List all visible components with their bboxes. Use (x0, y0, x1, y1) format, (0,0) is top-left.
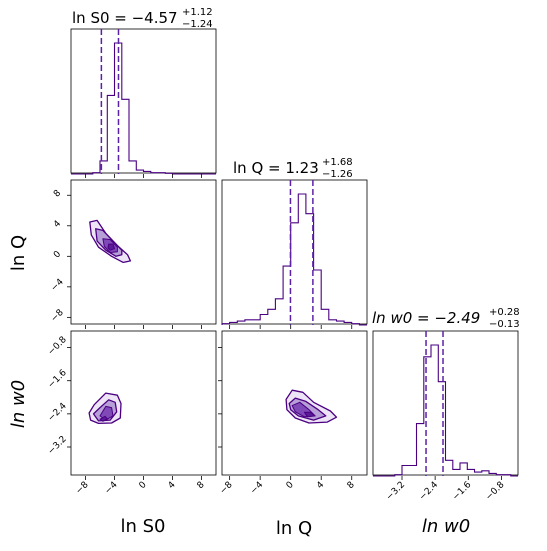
y-tick-label-lnw0-3: −0.8 (46, 335, 69, 358)
xlabel-lnS0: ln S0 (120, 516, 165, 537)
title-lnQ: ln Q = 1.23 (233, 159, 319, 177)
x-tick-label-lnS0-0: −8 (74, 480, 91, 497)
x-tick-label-lnS0-4: 8 (195, 480, 206, 491)
y-tick-label-lnQ-1: −4 (49, 277, 66, 294)
x-tick-label-lnw0-3: −0.8 (484, 480, 507, 503)
x-tick-label-lnS0-3: 4 (166, 480, 177, 491)
chart-marks: −8 −4 0 4 8 −8 −4 0 4 8 −3.2 −2.4 −1.6 −0.8 −8 −4 0 4 8 −3.… (46, 29, 518, 503)
title-lnQ-upper-error: +1.68 (322, 157, 353, 168)
histogram-lnw0 (373, 344, 518, 477)
title-lnw0-lower-error: −0.13 (489, 319, 520, 330)
histogram-lnS0 (71, 42, 216, 175)
y-tick-label-lnQ-2: 0 (52, 249, 63, 260)
x-tick-label-lnQ-4: 8 (346, 480, 357, 491)
x-tick-label-lnw0-1: −2.4 (418, 480, 441, 503)
y-tick-label-lnw0-2: −1.6 (46, 368, 69, 391)
y-tick-label-lnQ-3: 4 (52, 219, 63, 230)
y-tick-label-lnQ-4: 8 (52, 188, 63, 199)
title-lnw0: ln w0 = −2.49 (372, 309, 480, 327)
x-tick-label-lnw0-2: −1.6 (451, 480, 474, 503)
x-tick-label-lnQ-3: 4 (315, 480, 326, 491)
panel-lnw0-vs-lnQ (221, 330, 368, 476)
histogram-lnQ (221, 193, 367, 326)
contour-lnQ_vs_lnS0-level-4 (107, 243, 115, 251)
x-tick-label-lnS0-1: −4 (103, 480, 120, 497)
title-lnw0-upper-error: +0.28 (489, 307, 520, 318)
ylabel-lnQ: ln Q (8, 235, 29, 271)
y-tick-label-lnQ-0: −8 (49, 308, 66, 325)
x-tick-label-lnQ-1: −4 (249, 480, 266, 497)
xlabel-lnw0: ln w0 (422, 516, 470, 537)
contour-lnw0_vs_lnS0-level-4 (99, 415, 108, 422)
panel-lnw0-vs-lnS0 (70, 330, 217, 476)
title-lnS0-upper-error: +1.12 (182, 7, 213, 18)
panel-hist-lnS0 (70, 28, 217, 174)
panel-hist-lnQ (221, 179, 368, 325)
x-tick-label-lnQ-0: −8 (218, 480, 235, 497)
y-tick-label-lnw0-0: −3.2 (46, 434, 69, 457)
ylabel-lnw0: ln w0 (8, 380, 29, 428)
panel-hist-lnw0 (372, 330, 519, 476)
title-lnS0: ln S0 = −4.57 (72, 9, 178, 27)
x-tick-label-lnw0-0: −3.2 (385, 480, 408, 503)
x-tick-label-lnQ-2: 0 (285, 480, 296, 491)
contour-lnw0_vs_lnQ-level-4 (303, 411, 316, 418)
title-lnS0-lower-error: −1.24 (182, 19, 213, 30)
xlabel-lnQ: ln Q (276, 518, 312, 539)
panel-lnQ-vs-lnS0 (70, 179, 217, 325)
x-tick-label-lnS0-2: 0 (137, 480, 148, 491)
y-tick-label-lnw0-1: −2.4 (46, 401, 69, 424)
title-lnQ-lower-error: −1.26 (322, 169, 353, 180)
